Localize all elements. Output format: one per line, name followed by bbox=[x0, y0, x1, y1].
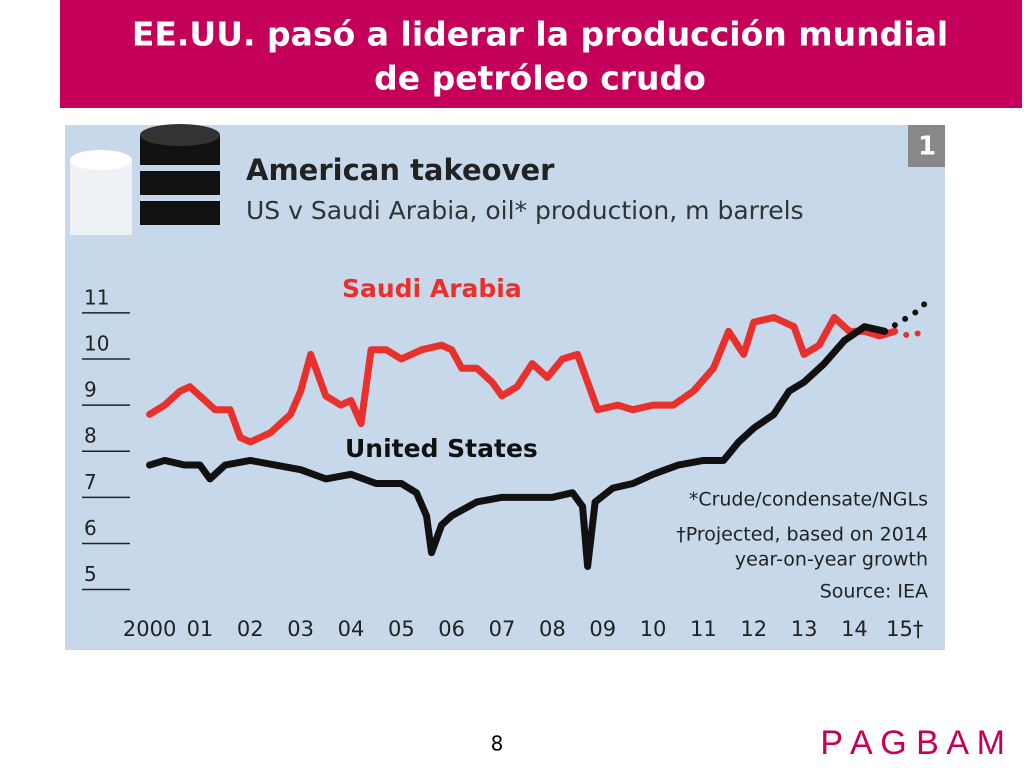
x-tick-label: 05 bbox=[388, 617, 415, 641]
note: *Crude/condensate/NGLs bbox=[689, 489, 928, 511]
x-tick-label: 15† bbox=[886, 617, 923, 641]
x-tick-label: 03 bbox=[287, 617, 314, 641]
note: year-on-year growth bbox=[735, 549, 928, 571]
projection-line bbox=[891, 328, 928, 340]
x-tick-label: 06 bbox=[438, 617, 465, 641]
note: Source: IEA bbox=[820, 581, 928, 603]
x-tick-label: 09 bbox=[589, 617, 616, 641]
note: †Projected, based on 2014 bbox=[676, 524, 928, 546]
series-label: Saudi Arabia bbox=[342, 274, 522, 303]
x-tick-label: 10 bbox=[640, 617, 667, 641]
header-bar bbox=[60, 0, 1022, 108]
y-tick-label: 7 bbox=[84, 470, 97, 494]
x-tick-label: 08 bbox=[539, 617, 566, 641]
page-number: 8 bbox=[491, 732, 504, 756]
y-tick-label: 8 bbox=[84, 424, 97, 448]
x-tick-label: 12 bbox=[740, 617, 767, 641]
y-tick-label: 11 bbox=[84, 285, 109, 309]
x-tick-label: 07 bbox=[489, 617, 516, 641]
x-tick-label: 01 bbox=[187, 617, 214, 641]
x-tick-label: 11 bbox=[690, 617, 717, 641]
y-tick-label: 10 bbox=[84, 332, 109, 356]
x-tick-label: 02 bbox=[237, 617, 264, 641]
chart-subtitle: US v Saudi Arabia, oil* production, m ba… bbox=[246, 196, 804, 225]
projection-line bbox=[881, 296, 933, 335]
y-tick-label: 6 bbox=[84, 516, 97, 540]
slide-title: EE.UU. pasó a liderar la producción mund… bbox=[132, 15, 948, 54]
barrel-icon bbox=[70, 124, 220, 235]
y-tick-label: 9 bbox=[84, 378, 97, 402]
brand: P A G B A M bbox=[820, 724, 1005, 762]
x-tick-label: 04 bbox=[338, 617, 365, 641]
x-tick-label: 13 bbox=[791, 617, 818, 641]
chart-title: American takeover bbox=[246, 153, 555, 187]
y-tick-label: 5 bbox=[84, 562, 97, 586]
x-tick-label: 14 bbox=[841, 617, 868, 641]
series-line bbox=[146, 314, 899, 446]
chart-number-box bbox=[908, 125, 945, 167]
chart-number: 1 bbox=[918, 132, 936, 162]
series-label: United States bbox=[345, 434, 538, 463]
x-tick-label: 2000 bbox=[123, 617, 176, 641]
series-line bbox=[146, 323, 889, 570]
slide-title: de petróleo crudo bbox=[374, 59, 706, 98]
